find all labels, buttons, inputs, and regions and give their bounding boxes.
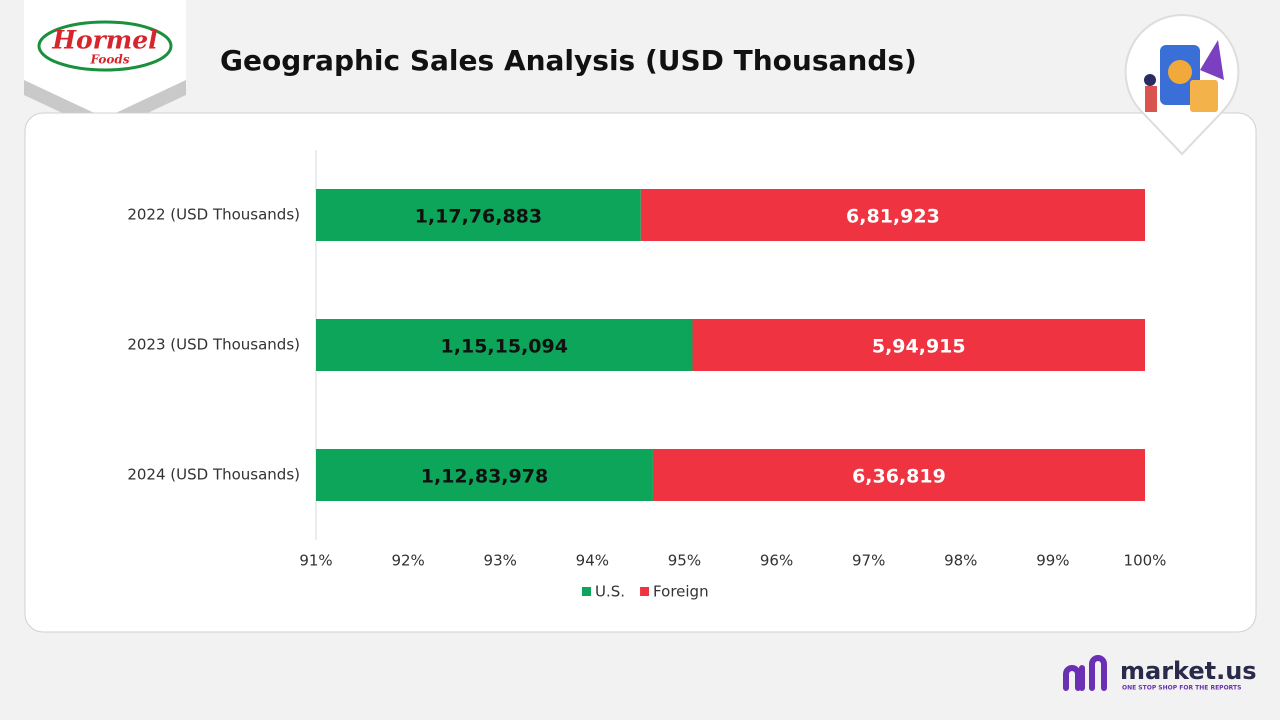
bar-segment bbox=[640, 189, 1145, 241]
chart-title: Geographic Sales Analysis (USD Thousands… bbox=[220, 44, 917, 77]
bar-segment bbox=[316, 319, 693, 371]
chart-card bbox=[24, 112, 1257, 633]
logo-oval bbox=[37, 20, 173, 72]
value-label: 6,36,819 bbox=[852, 466, 946, 488]
value-label: 5,94,915 bbox=[872, 336, 966, 358]
legend-label: Foreign bbox=[653, 583, 709, 601]
decor-icon bbox=[1124, 13, 1240, 156]
legend-label: U.S. bbox=[595, 583, 625, 601]
x-tick-label: 95% bbox=[668, 552, 701, 570]
bar-segment bbox=[316, 449, 653, 501]
x-tick-label: 96% bbox=[760, 552, 793, 570]
logo-text: Hormel bbox=[51, 26, 157, 55]
y-tick-label: 2024 (USD Thousands) bbox=[127, 466, 300, 484]
y-tick-label: 2023 (USD Thousands) bbox=[127, 336, 300, 354]
bar-segment bbox=[652, 449, 1145, 501]
footer-logo bbox=[1063, 655, 1107, 691]
value-label: 1,17,76,883 bbox=[415, 206, 542, 228]
footer-brand: market.us bbox=[1120, 657, 1257, 685]
x-tick-label: 92% bbox=[391, 552, 424, 570]
bar-segment bbox=[316, 189, 641, 241]
x-tick-label: 97% bbox=[852, 552, 885, 570]
x-tick-label: 93% bbox=[484, 552, 517, 570]
value-label: 1,15,15,094 bbox=[441, 336, 568, 358]
legend-swatch bbox=[582, 587, 591, 596]
x-tick-label: 99% bbox=[1036, 552, 1069, 570]
footer-tagline: ONE STOP SHOP FOR THE REPORTS bbox=[1122, 685, 1241, 692]
x-tick-label: 98% bbox=[944, 552, 977, 570]
x-tick-label: 91% bbox=[299, 552, 332, 570]
logo-subtext: Foods bbox=[89, 53, 129, 67]
legend-swatch bbox=[640, 587, 650, 596]
bar-segment bbox=[692, 319, 1145, 371]
x-tick-label: 94% bbox=[576, 552, 609, 570]
value-label: 6,81,923 bbox=[846, 206, 940, 228]
y-tick-label: 2022 (USD Thousands) bbox=[127, 206, 300, 224]
x-tick-label: 100% bbox=[1124, 552, 1167, 570]
value-label: 1,12,83,978 bbox=[421, 466, 548, 488]
